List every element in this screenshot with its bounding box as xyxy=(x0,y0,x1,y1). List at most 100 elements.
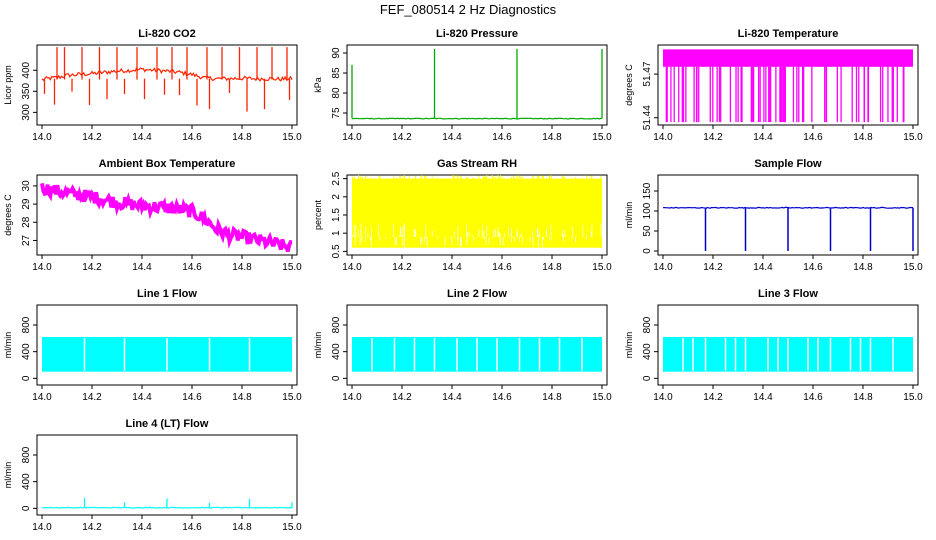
x-tick-label: 14.8 xyxy=(542,132,562,143)
y-tick-label: 90 xyxy=(331,47,342,59)
y-tick-label: 2 xyxy=(331,194,342,200)
plot-frame xyxy=(36,304,298,386)
plot-title: Line 1 Flow xyxy=(137,288,197,300)
x-tick-label: 14.0 xyxy=(342,392,362,403)
x-tick-label: 15.0 xyxy=(282,132,302,143)
x-tick-label: 14.6 xyxy=(492,392,512,403)
y-tick-label: 400 xyxy=(21,343,32,360)
plot-frame xyxy=(36,174,298,256)
x-tick-label: 14.2 xyxy=(392,132,412,143)
y-tick-label: 150 xyxy=(642,182,653,199)
x-tick-label: 14.0 xyxy=(342,132,362,143)
x-tick-label: 14.0 xyxy=(32,522,52,533)
y-tick-label: 800 xyxy=(331,316,342,333)
page-title: FEF_080514 2 Hz Diagnostics xyxy=(379,2,557,17)
x-tick-label: 14.2 xyxy=(82,132,102,143)
x-tick-label: 14.4 xyxy=(132,522,152,533)
plot-frame xyxy=(657,304,919,386)
x-tick-label: 14.8 xyxy=(853,392,873,403)
x-tick-label: 14.8 xyxy=(853,262,873,273)
plot-frame xyxy=(36,434,298,516)
x-tick-label: 14.0 xyxy=(32,132,52,143)
x-tick-label: 14.6 xyxy=(182,132,202,143)
y-tick-label: 0 xyxy=(642,375,653,381)
y-tick-label: 1 xyxy=(331,230,342,236)
plot-title: Sample Flow xyxy=(754,158,822,170)
x-tick-label: 15.0 xyxy=(592,262,612,273)
y-tick-label: 0 xyxy=(642,248,653,254)
series-line xyxy=(41,67,293,82)
y-tick-label: 2.5 xyxy=(331,171,342,185)
plot-title: Ambient Box Temperature xyxy=(99,158,236,170)
x-tick-label: 14.0 xyxy=(653,262,673,273)
y-tick-label: 85 xyxy=(331,67,342,79)
chart-panel-9: Line 3 Flow ml/min 14.0 14.2 14.4 14.6 14.8 15.… xyxy=(624,288,923,403)
y-axis-label: kPa xyxy=(313,77,323,93)
series-line xyxy=(42,506,293,509)
plot-title: Line 3 Flow xyxy=(758,288,818,300)
plot-frame xyxy=(36,44,298,126)
y-tick-label: 800 xyxy=(642,316,653,333)
x-tick-label: 14.8 xyxy=(232,392,252,403)
x-tick-label: 14.2 xyxy=(703,392,723,403)
y-axis-label: degrees C xyxy=(3,194,13,236)
chart-panel-5: Gas Stream RH percent 14.0 14.2 14.4 14.6 14.8… xyxy=(313,158,612,273)
x-tick-label: 14.2 xyxy=(82,262,102,273)
y-tick-label: 51.47 xyxy=(642,61,653,86)
y-axis-label: percent xyxy=(313,199,323,230)
chart-panel-4: Ambient Box Temperature degrees C 14.0 14.2… xyxy=(3,158,302,273)
x-tick-label: 15.0 xyxy=(592,392,612,403)
x-tick-label: 14.6 xyxy=(803,132,823,143)
chart-panel-1: Li-820 CO2 Licor ppm 14.0 14.2 14.4 14.6 14.8 1… xyxy=(3,28,302,143)
y-tick-label: 28 xyxy=(21,216,32,228)
y-tick-label: 400 xyxy=(642,343,653,360)
y-tick-label: 75 xyxy=(331,107,342,119)
x-tick-label: 14.6 xyxy=(182,522,202,533)
x-tick-label: 14.6 xyxy=(182,262,202,273)
y-tick-label: 400 xyxy=(21,473,32,490)
y-tick-label: 100 xyxy=(642,202,653,219)
x-tick-label: 14.4 xyxy=(442,262,462,273)
x-tick-label: 15.0 xyxy=(903,132,923,143)
chart-panel-3: Li-820 Temperature degrees C 14.0 14.2 14.4 1… xyxy=(624,28,923,143)
x-tick-label: 15.0 xyxy=(903,392,923,403)
y-axis-label: ml/min xyxy=(3,462,13,489)
y-tick-label: 1.5 xyxy=(331,208,342,222)
x-tick-label: 14.2 xyxy=(82,522,102,533)
series-band xyxy=(663,49,913,67)
x-tick-label: 15.0 xyxy=(592,132,612,143)
x-tick-label: 14.2 xyxy=(392,262,412,273)
x-tick-label: 14.4 xyxy=(753,132,773,143)
x-tick-label: 14.2 xyxy=(392,392,412,403)
x-tick-label: 14.0 xyxy=(653,392,673,403)
series-line xyxy=(662,206,913,209)
plot-title: Line 2 Flow xyxy=(447,288,507,300)
y-tick-label: 0 xyxy=(21,375,32,381)
x-tick-label: 15.0 xyxy=(903,262,923,273)
x-tick-label: 14.8 xyxy=(232,522,252,533)
y-tick-label: 30 xyxy=(21,180,32,192)
y-tick-label: 400 xyxy=(331,343,342,360)
series-line xyxy=(40,183,293,253)
x-tick-label: 14.6 xyxy=(492,132,512,143)
y-tick-label: 800 xyxy=(21,316,32,333)
plot-frame xyxy=(657,174,919,256)
y-tick-label: 50 xyxy=(642,225,653,237)
x-tick-label: 14.6 xyxy=(803,262,823,273)
x-tick-label: 14.4 xyxy=(442,132,462,143)
x-tick-label: 14.8 xyxy=(232,262,252,273)
chart-panel-10: Line 4 (LT) Flow ml/min 14.0 14.2 14.4 14.6 14… xyxy=(3,418,302,533)
y-axis-label: Licor ppm xyxy=(3,65,13,105)
plot-frame xyxy=(346,304,608,386)
chart-panel-2: Li-820 Pressure kPa 14.0 14.2 14.4 14.6 14.8 15… xyxy=(313,28,612,143)
x-tick-label: 14.0 xyxy=(32,392,52,403)
y-axis-label: degrees C xyxy=(624,64,634,106)
y-tick-label: 350 xyxy=(21,83,32,100)
plot-title: Li-820 Pressure xyxy=(436,28,518,40)
y-tick-label: 29 xyxy=(21,198,32,210)
x-tick-label: 14.4 xyxy=(753,262,773,273)
y-tick-label: 400 xyxy=(21,61,32,78)
y-tick-label: 27 xyxy=(21,234,32,246)
x-tick-label: 14.0 xyxy=(32,262,52,273)
